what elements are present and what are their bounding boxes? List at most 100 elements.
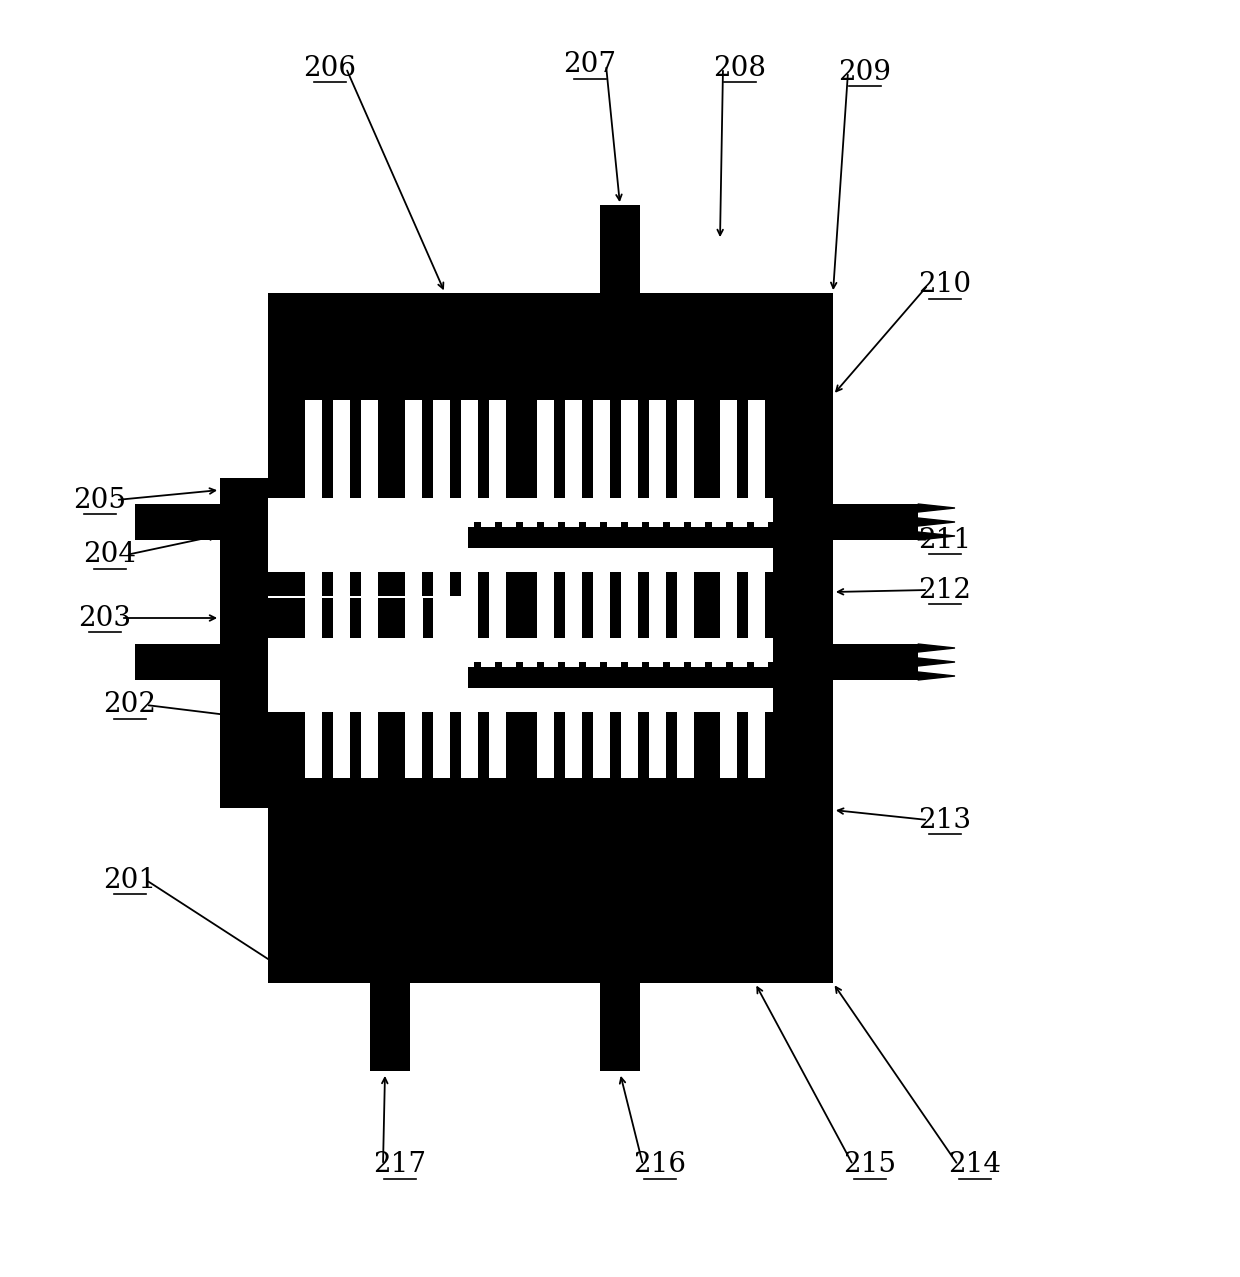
Polygon shape <box>918 504 955 512</box>
Bar <box>361 572 378 638</box>
Polygon shape <box>224 644 260 653</box>
Bar <box>460 661 474 667</box>
Bar <box>502 661 516 667</box>
Text: 206: 206 <box>304 55 357 82</box>
Bar <box>670 661 684 667</box>
Bar <box>748 572 765 638</box>
Text: 217: 217 <box>373 1152 427 1179</box>
Polygon shape <box>224 533 260 540</box>
Bar <box>272 661 285 667</box>
Bar <box>439 661 453 667</box>
Bar <box>523 521 537 527</box>
Bar <box>268 808 833 983</box>
Bar <box>272 521 285 527</box>
Bar <box>481 521 495 527</box>
Text: 205: 205 <box>73 487 126 513</box>
Bar <box>565 400 582 498</box>
Bar <box>733 661 746 667</box>
Polygon shape <box>918 672 955 679</box>
Bar <box>219 478 270 808</box>
Bar <box>334 713 350 778</box>
Bar <box>135 644 224 679</box>
Bar <box>677 400 694 498</box>
Bar <box>433 572 450 638</box>
Bar <box>305 713 322 778</box>
Bar <box>677 572 694 638</box>
Bar <box>433 400 450 498</box>
Bar <box>712 521 725 527</box>
Bar <box>670 521 684 527</box>
Bar <box>691 661 706 667</box>
Bar <box>268 478 833 808</box>
Bar <box>305 572 322 638</box>
Bar <box>608 521 621 527</box>
Bar <box>481 661 495 667</box>
Text: 214: 214 <box>949 1152 1002 1179</box>
Bar <box>720 572 737 638</box>
Bar <box>720 400 737 498</box>
Bar <box>600 983 640 1071</box>
Bar <box>754 521 768 527</box>
Text: 210: 210 <box>919 272 972 299</box>
Polygon shape <box>918 518 955 526</box>
Polygon shape <box>224 518 260 526</box>
Bar <box>370 983 410 1071</box>
Bar <box>334 400 350 498</box>
Bar <box>593 400 610 498</box>
Text: 208: 208 <box>713 55 766 82</box>
Bar <box>397 661 410 667</box>
Text: 204: 204 <box>83 541 136 568</box>
Polygon shape <box>224 672 260 679</box>
Polygon shape <box>918 658 955 667</box>
Text: 215: 215 <box>843 1152 897 1179</box>
Bar <box>376 521 391 527</box>
Bar <box>600 206 640 295</box>
Bar <box>649 400 666 498</box>
Bar <box>268 548 773 572</box>
Bar <box>754 661 768 667</box>
Bar <box>418 521 432 527</box>
Bar <box>405 572 422 638</box>
Text: 212: 212 <box>919 576 971 604</box>
Bar <box>649 713 666 778</box>
Bar <box>268 638 773 661</box>
Text: 201: 201 <box>103 867 156 894</box>
Bar <box>334 572 350 638</box>
Bar <box>312 521 327 527</box>
Bar <box>627 521 642 527</box>
Bar <box>621 572 639 638</box>
Bar <box>565 661 579 667</box>
Text: 207: 207 <box>563 51 616 78</box>
Bar <box>135 504 224 540</box>
Bar <box>748 400 765 498</box>
Bar <box>268 572 467 596</box>
Bar <box>334 661 348 667</box>
Bar <box>720 713 737 778</box>
Bar <box>405 713 422 778</box>
Bar <box>537 400 554 498</box>
Text: 216: 216 <box>634 1152 687 1179</box>
Bar <box>833 644 918 679</box>
Polygon shape <box>224 504 260 512</box>
Bar <box>833 504 918 540</box>
Bar <box>691 521 706 527</box>
Bar <box>291 661 306 667</box>
Bar <box>376 661 391 667</box>
Bar <box>537 713 554 778</box>
Polygon shape <box>918 533 955 540</box>
Bar <box>334 521 348 527</box>
Bar <box>405 400 422 498</box>
Bar <box>489 572 506 638</box>
Polygon shape <box>918 644 955 653</box>
Bar <box>593 713 610 778</box>
Bar <box>537 572 554 638</box>
Bar <box>268 498 773 522</box>
Bar <box>627 661 642 667</box>
Bar <box>608 661 621 667</box>
Text: 203: 203 <box>78 604 131 632</box>
Bar <box>418 661 432 667</box>
Bar <box>544 661 558 667</box>
Text: 211: 211 <box>919 526 972 553</box>
Bar <box>361 400 378 498</box>
Bar <box>268 598 433 638</box>
